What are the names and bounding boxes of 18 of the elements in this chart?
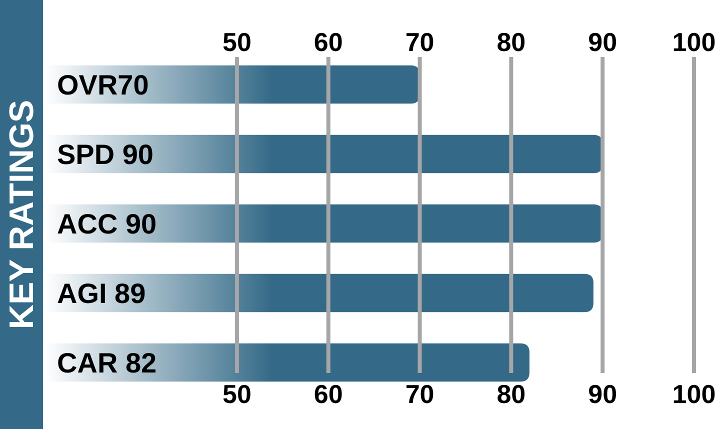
x2-tick-label: 70 xyxy=(405,27,434,57)
x-tick-label: 90 xyxy=(588,379,618,409)
text: KEY RATINGS xyxy=(3,100,41,330)
x-tick-label: 50 xyxy=(222,379,252,409)
y-tick-label: SPD 90 xyxy=(57,139,154,170)
x-tick-label: 100 xyxy=(672,379,716,409)
x2-tick-label: 90 xyxy=(588,27,618,57)
x2-tick-label: 100 xyxy=(672,27,716,57)
x-tick-label: 70 xyxy=(405,379,434,409)
x2-tick-label: 50 xyxy=(222,27,252,57)
x2-tick-label: 60 xyxy=(314,27,343,57)
y-tick-label: OVR70 xyxy=(57,70,149,101)
x2-tick-label: 80 xyxy=(496,27,526,57)
x-tick-label: 80 xyxy=(496,379,526,409)
y-tick-label: AGI 89 xyxy=(57,278,146,310)
y-tick-label: ACC 90 xyxy=(57,208,157,240)
x-tick-label: 60 xyxy=(314,379,343,409)
y-tick-label: CAR 82 xyxy=(57,348,157,379)
